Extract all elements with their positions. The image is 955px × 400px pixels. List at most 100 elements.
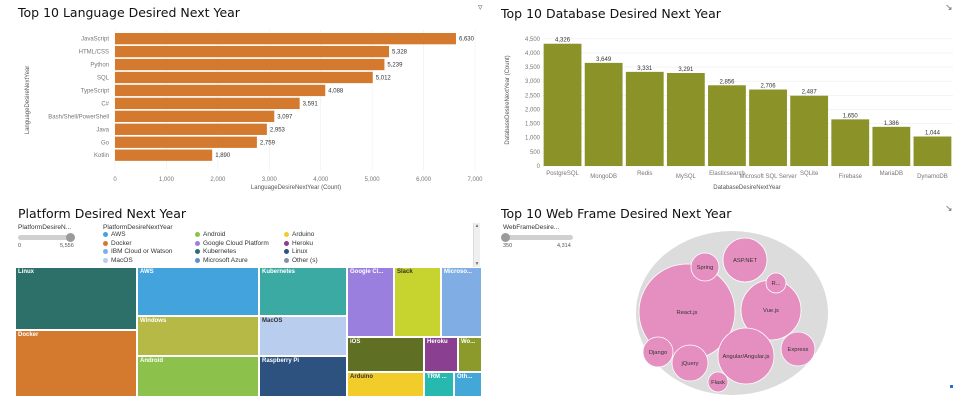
bar[interactable] xyxy=(115,123,267,135)
panel-title: Top 10 Database Desired Next Year xyxy=(501,6,721,21)
bar[interactable] xyxy=(872,126,911,166)
treemap-cell-label: Arduino xyxy=(350,374,373,380)
scroll-up-icon[interactable]: ▲ xyxy=(474,223,480,229)
y-tick-label: 2,000 xyxy=(525,107,541,113)
legend-item[interactable]: Arduino xyxy=(284,231,314,238)
platform-panel: Platform Desired Next Year PlatformDesir… xyxy=(0,203,490,400)
bar[interactable] xyxy=(666,72,705,166)
bar[interactable] xyxy=(115,58,385,71)
treemap-cell[interactable]: iOS xyxy=(347,337,424,372)
size-slider-handle[interactable] xyxy=(501,233,510,242)
bar[interactable] xyxy=(115,149,213,161)
treemap-cell[interactable]: Arduino xyxy=(347,372,424,397)
bubble[interactable] xyxy=(722,237,768,283)
legend-swatch xyxy=(284,257,289,263)
treemap-cell[interactable]: Heroku xyxy=(424,337,458,372)
y-tick-label: C# xyxy=(101,101,109,107)
bar[interactable] xyxy=(625,71,664,166)
data-label: 1,386 xyxy=(884,121,900,127)
y-tick-label: 2,500 xyxy=(525,93,541,99)
data-label: 4,088 xyxy=(328,88,344,94)
bar[interactable] xyxy=(115,71,373,84)
legend-item[interactable]: Docker xyxy=(103,240,132,247)
data-label: 2,759 xyxy=(260,140,276,146)
treemap-cell[interactable]: Raspberry Pi xyxy=(259,356,347,397)
bar[interactable] xyxy=(831,119,870,166)
bar[interactable] xyxy=(115,84,326,97)
bubble[interactable] xyxy=(671,344,709,382)
treemap-cell[interactable]: Microso... xyxy=(441,267,482,337)
legend-item[interactable]: Linux xyxy=(284,248,308,255)
y-tick-label: 500 xyxy=(530,150,541,156)
treemap-cell[interactable]: Oth... xyxy=(454,372,482,397)
bar[interactable] xyxy=(543,43,582,166)
legend-swatch xyxy=(103,249,108,254)
treemap-cell-label: Docker xyxy=(18,332,39,338)
y-tick-label: JavaScript xyxy=(81,37,109,43)
bubble[interactable] xyxy=(717,327,775,385)
treemap-cell[interactable]: AWS xyxy=(137,267,259,316)
legend-item[interactable]: Android xyxy=(195,231,225,238)
treemap-cell[interactable]: Wo... xyxy=(458,337,482,372)
scroll-down-icon[interactable]: ▼ xyxy=(474,261,480,267)
x-axis-title: LanguageDesireNextYear (Count) xyxy=(251,185,341,191)
y-tick-label: 0 xyxy=(537,164,541,170)
bar[interactable] xyxy=(115,136,257,148)
y-tick-label: Bash/Shell/PowerShell xyxy=(48,114,109,120)
bar[interactable] xyxy=(749,89,787,166)
size-slider[interactable] xyxy=(18,235,74,240)
legend-item[interactable]: Google Cloud Platform xyxy=(195,240,269,247)
treemap-cell[interactable]: Windows xyxy=(137,316,259,356)
bubble[interactable] xyxy=(780,331,816,367)
bubble-label: ASP.NET xyxy=(733,258,758,264)
bar[interactable] xyxy=(115,45,390,58)
y-tick-label: 1,000 xyxy=(525,136,541,142)
legend-item[interactable]: Heroku xyxy=(284,240,313,247)
bubble[interactable] xyxy=(707,371,729,393)
legend-item[interactable]: Other (s) xyxy=(284,257,318,264)
y-tick-label: Go xyxy=(101,140,110,146)
legend-swatch xyxy=(284,249,289,254)
bubble[interactable] xyxy=(690,252,720,282)
legend-label: Google Cloud Platform xyxy=(203,239,269,247)
bar[interactable] xyxy=(790,95,829,166)
treemap-cell[interactable]: Google Cl... xyxy=(347,267,394,337)
treemap-cell[interactable]: MacOS xyxy=(259,316,347,356)
treemap-cell[interactable]: TRM ... xyxy=(424,372,454,397)
bubble[interactable] xyxy=(642,336,674,368)
data-label: 2,856 xyxy=(719,79,735,85)
treemap-cell[interactable]: Docker xyxy=(15,330,137,397)
legend-item[interactable]: Microsoft Azure xyxy=(195,257,248,264)
treemap-cell[interactable]: Android xyxy=(137,356,259,397)
legend-item[interactable]: Kubernetes xyxy=(195,248,236,255)
size-slider[interactable] xyxy=(503,235,573,240)
size-legend-title: WebFrameDesire... xyxy=(503,224,560,231)
treemap-cell-label: Slack xyxy=(397,269,413,275)
legend-scrollbar[interactable]: ▲ ▼ xyxy=(473,223,480,267)
bar[interactable] xyxy=(115,97,300,110)
bar[interactable] xyxy=(584,62,623,167)
legend-item[interactable]: AWS xyxy=(103,231,126,238)
bar[interactable] xyxy=(115,33,456,45)
bar[interactable] xyxy=(913,136,952,166)
filter-icon[interactable]: ▿ xyxy=(478,2,483,12)
data-label: 5,239 xyxy=(387,63,403,69)
expand-icon[interactable]: ↘ xyxy=(945,2,953,12)
treemap-cell[interactable]: Slack xyxy=(394,267,441,337)
bar[interactable] xyxy=(115,110,275,122)
treemap-cell[interactable]: Linux xyxy=(15,267,137,330)
bubble[interactable] xyxy=(765,272,787,294)
expand-icon[interactable]: ↘ xyxy=(945,203,953,213)
size-slider-handle[interactable] xyxy=(66,233,75,242)
bar[interactable] xyxy=(708,85,746,166)
bubble-label: Angular/Angular.js xyxy=(722,354,769,360)
size-max: 5,556 xyxy=(60,243,74,249)
y-tick-label: Python xyxy=(90,63,109,69)
treemap-cell[interactable]: Kubernetes xyxy=(259,267,347,316)
treemap-cell-label: Microso... xyxy=(444,269,473,275)
legend-item[interactable]: IBM Cloud or Watson xyxy=(103,248,173,255)
x-tick-label: 0 xyxy=(113,177,117,183)
size-min: 0 xyxy=(18,243,22,249)
x-tick-label: MariaDB xyxy=(880,171,903,177)
legend-item[interactable]: MacOS xyxy=(103,257,133,264)
